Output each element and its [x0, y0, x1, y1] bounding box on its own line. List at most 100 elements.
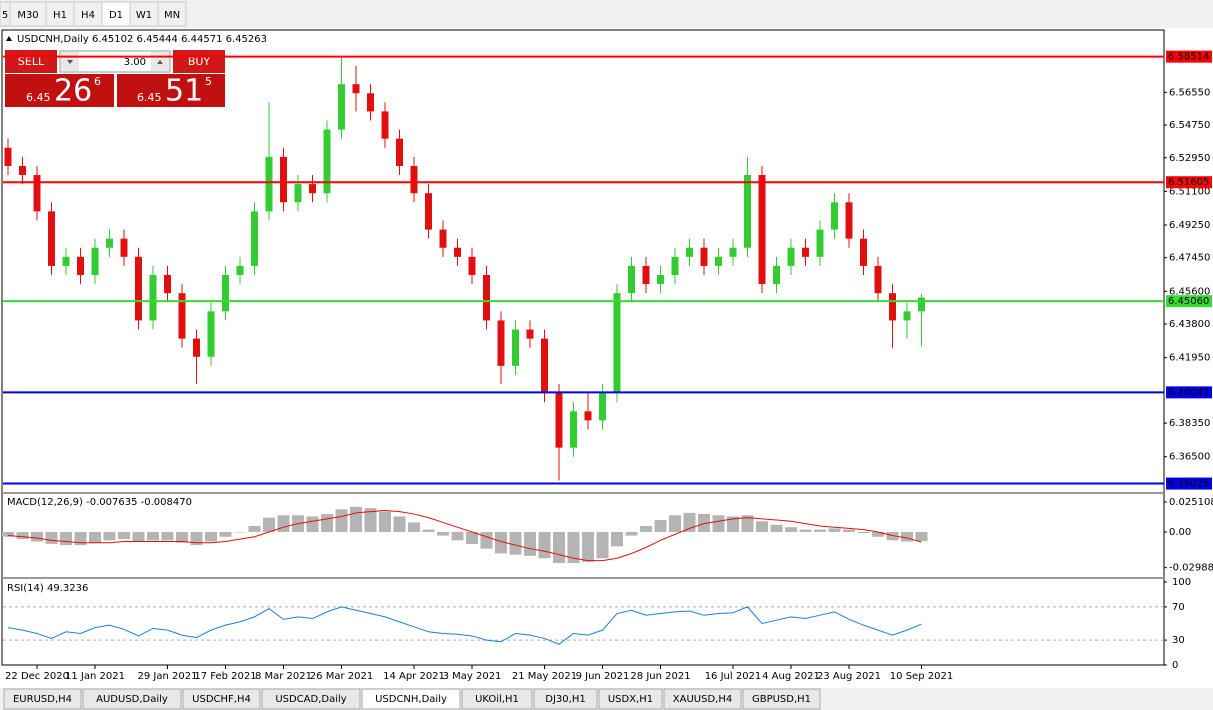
macd-bar — [611, 531, 623, 547]
macd-bar — [596, 531, 609, 559]
y-tick-label: 6.56550 — [1169, 87, 1210, 98]
macd-bar — [60, 531, 72, 546]
symbol-tab[interactable] — [533, 688, 598, 710]
candle-body — [512, 329, 519, 366]
x-tick-label: 17 Feb 2021 — [194, 671, 256, 682]
ask-prefix: 6.45 — [137, 91, 162, 104]
macd-bar — [553, 531, 565, 564]
macd-bar — [451, 531, 464, 541]
macd-bar — [437, 531, 449, 536]
candle-body — [62, 256, 70, 266]
macd-bar — [161, 531, 174, 541]
candle-body — [657, 274, 664, 285]
symbol-tab[interactable] — [663, 688, 742, 710]
signal-line — [7, 509, 922, 562]
candle-body — [338, 84, 345, 130]
candle-body — [193, 338, 200, 357]
bid-box[interactable] — [5, 74, 114, 107]
macd-bar — [509, 531, 522, 555]
x-tick-label: 10 Sep 2021 — [890, 671, 953, 682]
bid-pips: 26 — [54, 74, 92, 109]
timeframe-button[interactable] — [101, 1, 131, 27]
tab-label: USDX,H1 — [608, 694, 653, 705]
symbol-tab[interactable] — [461, 688, 533, 710]
macd-bar — [190, 531, 203, 546]
macd-bar — [103, 531, 116, 541]
tab-label: DJ30,H1 — [545, 694, 585, 705]
macd-bar — [669, 515, 681, 532]
y-tick-label: 6.51100 — [1169, 186, 1210, 197]
macd-bar — [756, 521, 768, 532]
ask-box[interactable] — [117, 74, 225, 107]
timeframe-label: D1 — [109, 10, 123, 21]
candle-body — [280, 156, 287, 203]
timeframe-button[interactable] — [9, 1, 47, 27]
candle-body — [686, 247, 693, 257]
candle-body — [48, 211, 55, 266]
macd-bar — [640, 526, 652, 532]
macd-bar — [248, 526, 261, 532]
symbol-tab[interactable] — [742, 688, 821, 710]
level-label: 6.35025 — [1168, 479, 1209, 490]
candle-body — [265, 156, 273, 212]
timeframe-button[interactable] — [45, 1, 75, 27]
lots-value: 3.00 — [124, 57, 146, 68]
macd-bar — [277, 515, 290, 532]
timeframe-button[interactable] — [157, 1, 187, 27]
y-tick-label: 100 — [1172, 577, 1191, 588]
buy-label: BUY — [188, 55, 211, 68]
macd-bar — [480, 531, 493, 549]
y-tick-label: 6.54750 — [1169, 120, 1210, 131]
macd-bar — [538, 531, 551, 559]
rsi-line — [7, 606, 922, 645]
symbol-tab[interactable] — [82, 688, 182, 710]
y-tick-label: 6.52950 — [1169, 153, 1210, 164]
y-tick-label: 6.47450 — [1169, 253, 1210, 264]
macd-bar — [393, 516, 406, 532]
header-icon — [6, 36, 12, 41]
candle-body — [439, 229, 447, 248]
macd-bar — [770, 524, 783, 532]
y-tick-label: -0.029881 — [1169, 563, 1213, 574]
timeframe-label: MN — [164, 10, 180, 21]
symbol-tab[interactable] — [598, 688, 663, 710]
symbol-tab[interactable] — [361, 688, 461, 710]
candle-body — [816, 229, 824, 257]
y-tick-label: 6.38350 — [1169, 418, 1210, 429]
candle-body — [352, 84, 360, 94]
candle-body — [889, 293, 896, 321]
candle-body — [831, 202, 838, 230]
symbol-tab[interactable] — [182, 688, 261, 710]
toolbar — [0, 0, 1213, 28]
macd-bar — [567, 531, 580, 564]
macd-bar — [379, 511, 391, 532]
candle-body — [642, 265, 650, 285]
candle-body — [91, 247, 99, 275]
bid-point: 6 — [94, 75, 101, 88]
symbol-tab[interactable] — [261, 688, 361, 710]
candle-body — [483, 274, 490, 321]
candle-body — [599, 393, 606, 421]
candle-body — [860, 238, 867, 266]
macd-bar — [306, 516, 319, 532]
macd-bar — [698, 514, 710, 532]
macd-bar — [727, 516, 739, 532]
timeframe-button[interactable] — [73, 1, 103, 27]
y-tick-label: 0.025108 — [1169, 497, 1213, 508]
macd-bar — [799, 529, 812, 532]
candle-body — [802, 247, 809, 257]
tab-label: USDCAD,Daily — [275, 694, 346, 705]
candle-body — [874, 265, 882, 294]
symbol-tab[interactable] — [3, 688, 82, 710]
candle-body — [77, 256, 84, 275]
macd-bar — [16, 531, 29, 540]
y-tick-label: 0 — [1172, 660, 1178, 671]
timeframe-label: H4 — [81, 10, 95, 21]
macd-bar — [857, 531, 870, 534]
candle-body — [106, 238, 113, 248]
chart-area — [1, 29, 1165, 666]
x-tick-label: 4 Aug 2021 — [762, 671, 820, 682]
macd-bar — [118, 531, 130, 540]
macd-bar — [625, 531, 638, 536]
